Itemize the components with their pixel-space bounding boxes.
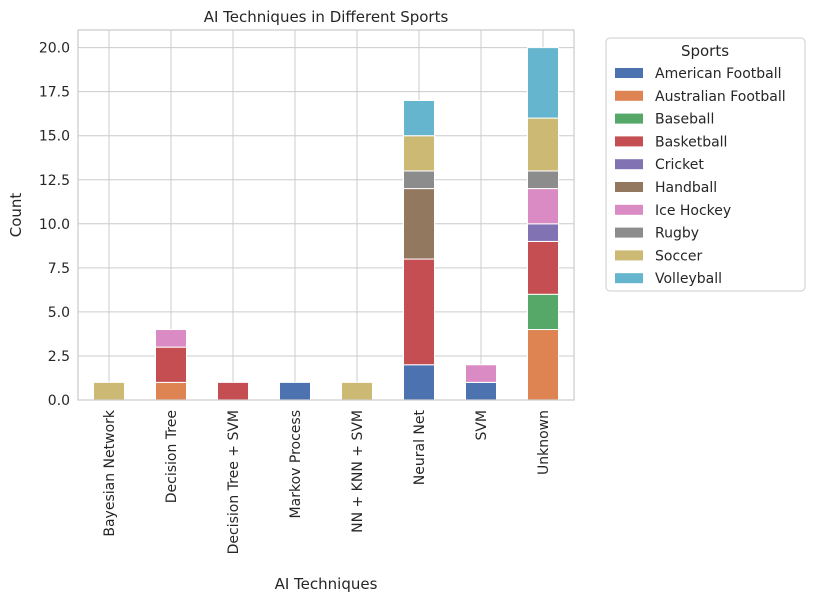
bar-segment (403, 258, 435, 366)
legend-label: Volleyball (655, 271, 722, 287)
legend-label: Cricket (655, 157, 704, 173)
bar-segment (527, 240, 559, 295)
bar-segment (279, 381, 311, 401)
x-tick-label: Markov Process (288, 410, 304, 518)
y-tick-label: 20.0 (39, 41, 70, 57)
bar-segment (527, 293, 559, 331)
bar-segment (465, 381, 497, 401)
x-tick-label: Decision Tree + SVM (226, 410, 242, 554)
bar-segment (403, 364, 435, 401)
bar-segment (155, 346, 187, 383)
legend-swatch (615, 273, 643, 284)
legend-swatch (615, 68, 643, 78)
y-tick-label: 7.5 (48, 261, 70, 277)
x-tick-label: Neural Net (412, 409, 428, 485)
legend-swatch (615, 136, 643, 147)
y-axis-title: Count (7, 193, 25, 238)
bar-segment (527, 117, 559, 172)
legend-swatch (615, 182, 643, 192)
legend-swatch (615, 250, 643, 261)
legend: Sports American Football Australian Footb… (605, 37, 806, 292)
legend-box (605, 37, 806, 292)
plot-frame (77, 29, 575, 401)
bar-segment (403, 99, 435, 137)
y-tick-label: 2.5 (48, 349, 70, 365)
bar-segment (527, 47, 559, 119)
bar-segment (465, 364, 497, 383)
y-tick-label: 10.0 (39, 217, 70, 233)
x-tick-label: Bayesian Network (102, 409, 118, 537)
legend-label: Australian Football (655, 89, 786, 105)
legend-swatch (615, 159, 643, 170)
bar-segment (93, 381, 125, 401)
x-tick-label: SVM (474, 410, 490, 441)
y-tick-label: 17.5 (39, 85, 70, 101)
legend-swatch (615, 227, 643, 238)
bar-segment (403, 135, 435, 172)
bar-segment (403, 188, 435, 260)
legend-label: Soccer (655, 248, 702, 264)
bar-segment (155, 329, 187, 348)
x-tick-label: Decision Tree (164, 410, 180, 503)
legend-items: American Football Australian Football Base… (615, 66, 786, 287)
bar-segment (527, 223, 559, 242)
legend-label: Rugby (655, 226, 699, 242)
legend-label: Ice Hockey (655, 203, 731, 219)
legend-label: Baseball (655, 112, 714, 128)
bar-segment (341, 381, 373, 401)
legend-title: Sports (681, 42, 729, 60)
grid-lines (78, 30, 574, 401)
bar-segment (527, 188, 559, 225)
x-axis-title: AI Techniques (275, 575, 378, 593)
x-tick-label: NN + KNN + SVM (350, 410, 366, 533)
x-tick-label: Unknown (536, 410, 552, 475)
legend-label: American Football (655, 66, 782, 82)
legend-label: Basketball (655, 134, 727, 150)
legend-swatch (615, 90, 643, 101)
bar-segment (527, 329, 559, 401)
y-tick-label: 0.0 (48, 393, 70, 409)
y-tick-label: 15.0 (39, 129, 70, 145)
chart-title: AI Techniques in Different Sports (204, 8, 449, 26)
x-tick-labels: Bayesian Network Decision Tree Decision Tr… (102, 409, 552, 554)
bar-segment (155, 381, 187, 401)
y-tick-label: 12.5 (39, 173, 70, 189)
y-tick-label: 5.0 (48, 305, 70, 321)
legend-swatch (615, 204, 643, 215)
y-tick-labels: 0.0 2.5 5.0 7.5 10.0 12.5 15.0 17.5 20.0 (39, 41, 70, 409)
bar-segment (217, 381, 249, 401)
bar-segment (527, 170, 559, 190)
legend-swatch (615, 113, 643, 124)
legend-label: Handball (655, 180, 717, 196)
bar-segment (403, 170, 435, 190)
